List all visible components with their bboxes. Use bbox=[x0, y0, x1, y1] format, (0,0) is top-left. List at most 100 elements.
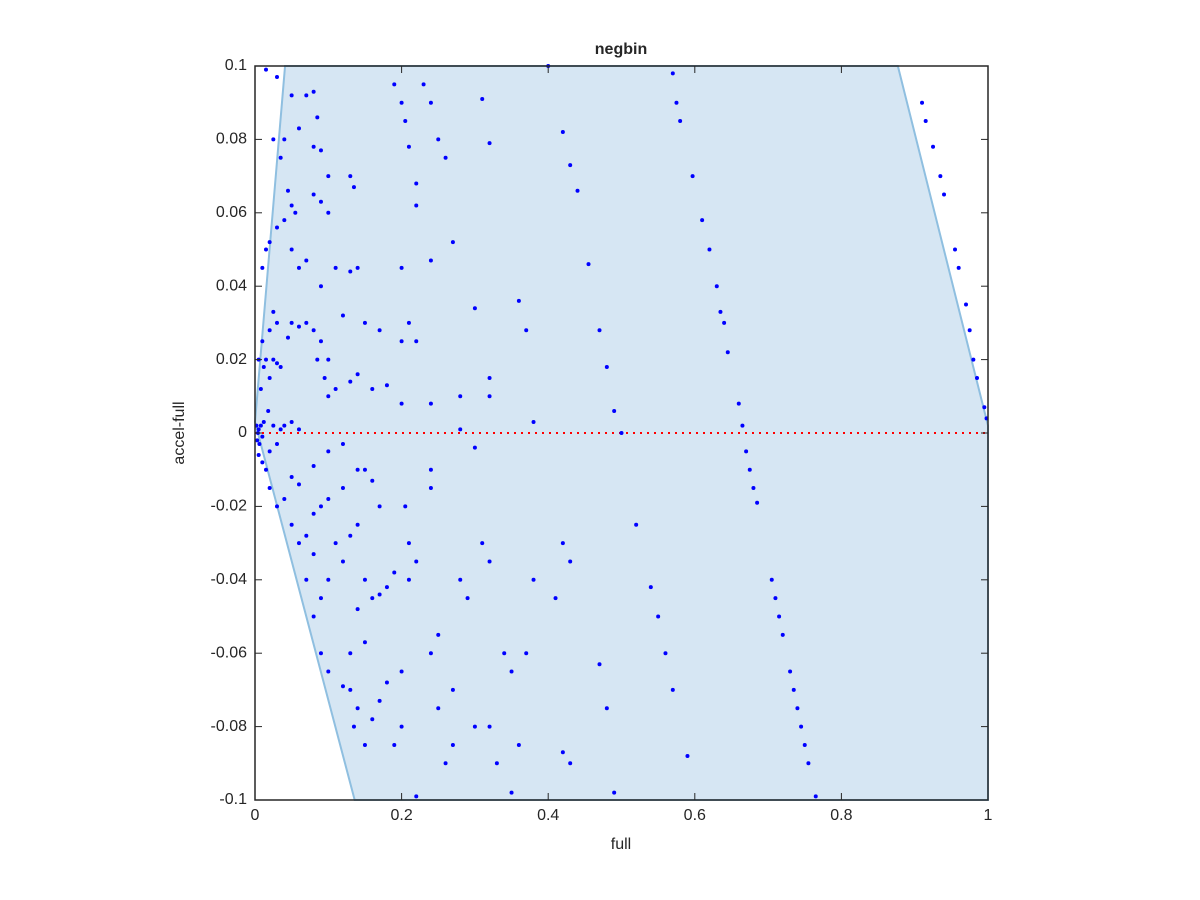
point bbox=[619, 431, 624, 435]
y-tick-label: -0.02 bbox=[211, 498, 248, 515]
point bbox=[736, 401, 741, 406]
point bbox=[322, 375, 327, 380]
point bbox=[795, 706, 800, 711]
point bbox=[267, 486, 272, 491]
point bbox=[260, 460, 265, 465]
point bbox=[260, 434, 265, 439]
y-axis-label: accel-full bbox=[171, 401, 188, 464]
point bbox=[289, 475, 294, 480]
point bbox=[311, 614, 316, 619]
point bbox=[289, 320, 294, 325]
y-tick-label: -0.06 bbox=[211, 644, 248, 661]
point bbox=[494, 761, 499, 766]
point bbox=[769, 577, 774, 582]
point bbox=[370, 386, 375, 391]
point bbox=[755, 500, 760, 505]
point bbox=[274, 504, 279, 509]
point bbox=[304, 93, 309, 98]
point bbox=[289, 419, 294, 424]
point bbox=[428, 467, 433, 472]
point bbox=[355, 607, 360, 612]
point bbox=[326, 449, 331, 454]
point bbox=[289, 522, 294, 527]
point bbox=[296, 541, 301, 546]
x-tick-label: 0.6 bbox=[684, 807, 706, 824]
point bbox=[942, 192, 947, 197]
point bbox=[326, 669, 331, 674]
point bbox=[938, 174, 943, 179]
point bbox=[674, 100, 679, 105]
point bbox=[326, 357, 331, 362]
point bbox=[458, 427, 463, 432]
point bbox=[311, 89, 316, 94]
point bbox=[597, 328, 602, 333]
point bbox=[487, 394, 492, 399]
point bbox=[399, 265, 404, 270]
point bbox=[348, 379, 353, 384]
point bbox=[355, 522, 360, 527]
x-tick-label: 0 bbox=[251, 807, 260, 824]
point bbox=[428, 100, 433, 105]
point bbox=[278, 155, 283, 160]
point bbox=[634, 522, 639, 527]
point bbox=[670, 71, 675, 76]
point bbox=[403, 504, 408, 509]
point bbox=[318, 339, 323, 344]
y-tick-label: 0.1 bbox=[225, 57, 247, 74]
point bbox=[274, 225, 279, 230]
x-tick-label: 0.4 bbox=[537, 807, 559, 824]
point bbox=[266, 408, 271, 413]
point bbox=[799, 724, 804, 729]
y-tick-label: 0.04 bbox=[216, 277, 247, 294]
point bbox=[255, 438, 260, 443]
point bbox=[311, 511, 316, 516]
point bbox=[370, 717, 375, 722]
point bbox=[311, 552, 316, 557]
point bbox=[740, 423, 745, 428]
point bbox=[678, 119, 683, 124]
point bbox=[362, 320, 367, 325]
point bbox=[975, 375, 980, 380]
point bbox=[370, 478, 375, 483]
point bbox=[311, 144, 316, 149]
point bbox=[700, 218, 705, 223]
point bbox=[487, 141, 492, 146]
point bbox=[714, 284, 719, 289]
point bbox=[340, 442, 345, 447]
point bbox=[923, 119, 928, 124]
point bbox=[274, 320, 279, 325]
point bbox=[788, 669, 793, 674]
point bbox=[612, 408, 617, 413]
point bbox=[377, 504, 382, 509]
point bbox=[362, 742, 367, 747]
point bbox=[333, 265, 338, 270]
point bbox=[399, 669, 404, 674]
point bbox=[648, 585, 653, 590]
point bbox=[436, 706, 441, 711]
point bbox=[296, 482, 301, 487]
point bbox=[278, 427, 283, 432]
point bbox=[450, 742, 455, 747]
point bbox=[487, 559, 492, 564]
point bbox=[311, 328, 316, 333]
point bbox=[271, 423, 276, 428]
point bbox=[971, 357, 976, 362]
point bbox=[604, 706, 609, 711]
point bbox=[414, 339, 419, 344]
point bbox=[260, 339, 265, 344]
point bbox=[399, 339, 404, 344]
point bbox=[586, 262, 591, 267]
point bbox=[304, 258, 309, 263]
point bbox=[931, 144, 936, 149]
point bbox=[472, 724, 477, 729]
point bbox=[450, 240, 455, 245]
point bbox=[487, 375, 492, 380]
point bbox=[575, 188, 580, 193]
point bbox=[271, 137, 276, 142]
point bbox=[516, 298, 521, 303]
point bbox=[282, 423, 287, 428]
point bbox=[318, 199, 323, 204]
y-tick-label: 0 bbox=[238, 424, 247, 441]
point bbox=[480, 541, 485, 546]
point bbox=[612, 790, 617, 795]
